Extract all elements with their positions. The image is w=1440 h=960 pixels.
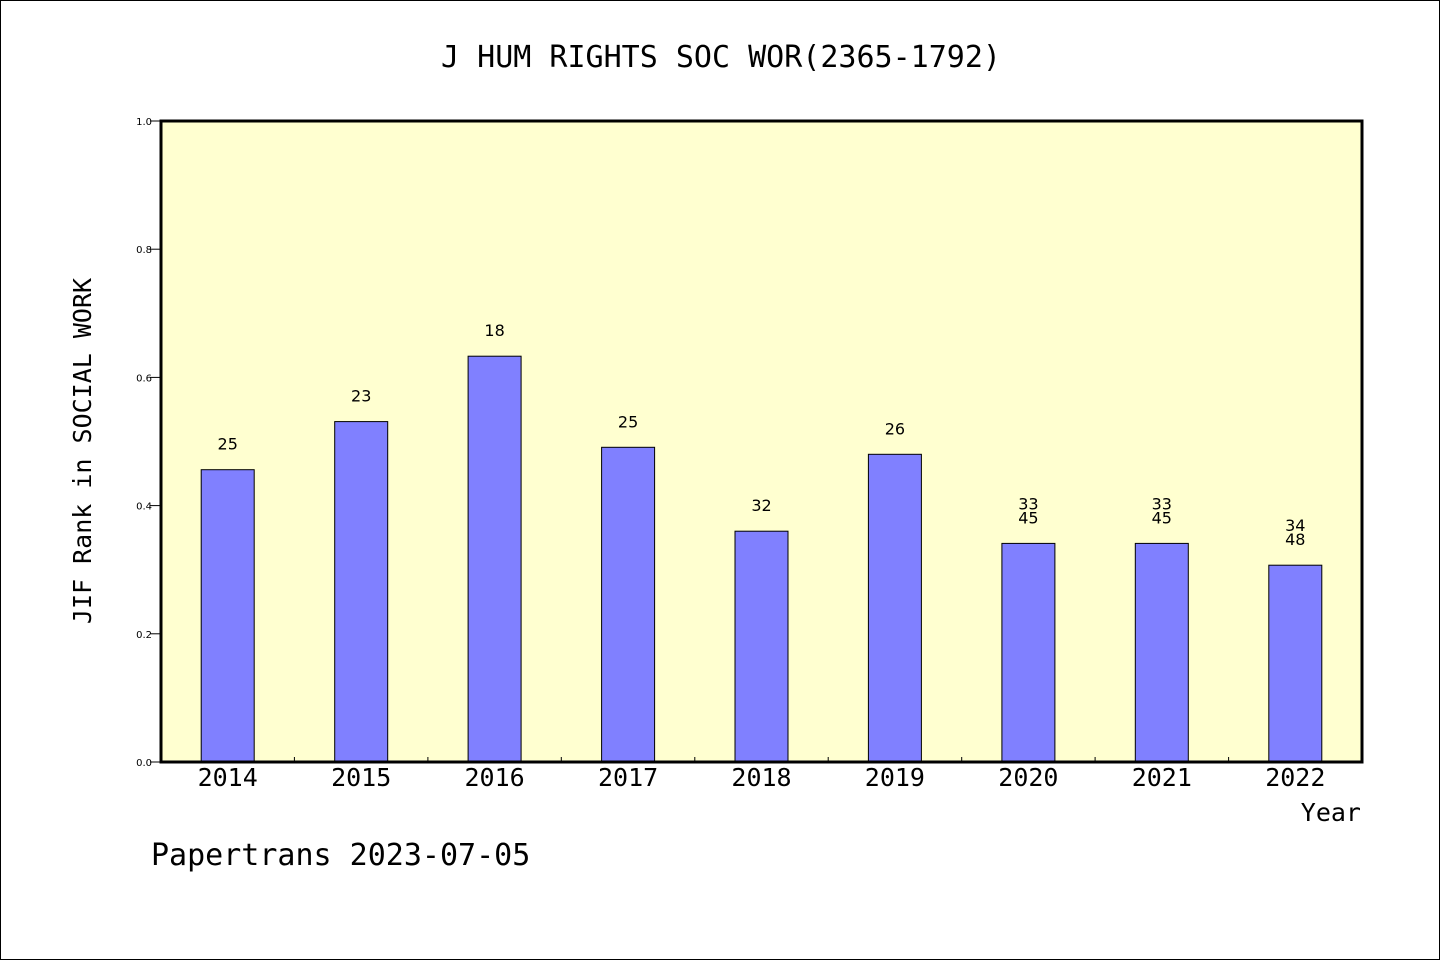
bar-2020 (1001, 542, 1056, 763)
x-tick-label-2018: 2018 (731, 763, 791, 792)
bar-2017 (601, 446, 656, 763)
bars-layer (200, 355, 1323, 763)
bar-2018 (734, 530, 789, 763)
bar-label-2014-0: 25 (218, 435, 238, 454)
bar-2021 (1134, 542, 1189, 763)
y-tick-label-0.6: 0.6 (136, 373, 152, 384)
y-tick-label-0.4: 0.4 (136, 502, 152, 513)
x-tick-label-2021: 2021 (1132, 763, 1192, 792)
x-tick-label-2022: 2022 (1265, 763, 1325, 792)
bar-label-2022-0: 34 (1285, 516, 1305, 535)
x-tick-label-2014: 2014 (198, 763, 258, 792)
bar-2019 (867, 453, 922, 763)
bar-2016 (467, 355, 522, 763)
footer-credit: Papertrans 2023-07-05 (151, 838, 530, 873)
x-axis-ticks: 2014 2015 2016 2017 2018 2019 2020 2021 2022 (198, 757, 1325, 792)
bar-label-2020-0: 33 (1018, 494, 1038, 513)
bar-label-2019-0: 26 (885, 419, 905, 438)
chart-title: J HUM RIGHTS SOC WOR(2365-1792) (441, 40, 1001, 75)
x-tick-label-2015: 2015 (331, 763, 391, 792)
y-axis-ticks: 0.0 0.2 0.4 0.6 0.8 1.0 (136, 117, 161, 769)
bar-label-2018-0: 32 (751, 496, 771, 515)
bar-label-2021-0: 33 (1152, 494, 1172, 513)
bar-2014 (200, 469, 255, 763)
y-tick-label-0.2: 0.2 (136, 630, 152, 641)
x-tick-label-2019: 2019 (865, 763, 925, 792)
plot-frame (159, 119, 1364, 764)
y-tick-label-0.0: 0.0 (136, 758, 152, 769)
x-axis-label: Year (1301, 798, 1361, 827)
bar-label-2021-1: 45 (1152, 508, 1172, 527)
y-axis-label: JIF Rank in SOCIAL WORK (68, 278, 97, 624)
x-tick-label-2016: 2016 (464, 763, 524, 792)
bar-label-2020-1: 45 (1018, 508, 1038, 527)
bar-label-2017-0: 25 (618, 412, 638, 431)
y-tick-label-1.0: 1.0 (136, 117, 152, 128)
x-tick-label-2020: 2020 (998, 763, 1058, 792)
x-tick-label-2017: 2017 (598, 763, 658, 792)
bar-label-2016-0: 18 (484, 321, 504, 340)
bar-2015 (334, 421, 389, 763)
y-tick-label-0.8: 0.8 (136, 245, 152, 256)
bar-label-2022-1: 48 (1285, 530, 1305, 549)
bar-label-2015-0: 23 (351, 387, 371, 406)
bar-2022 (1268, 564, 1323, 763)
